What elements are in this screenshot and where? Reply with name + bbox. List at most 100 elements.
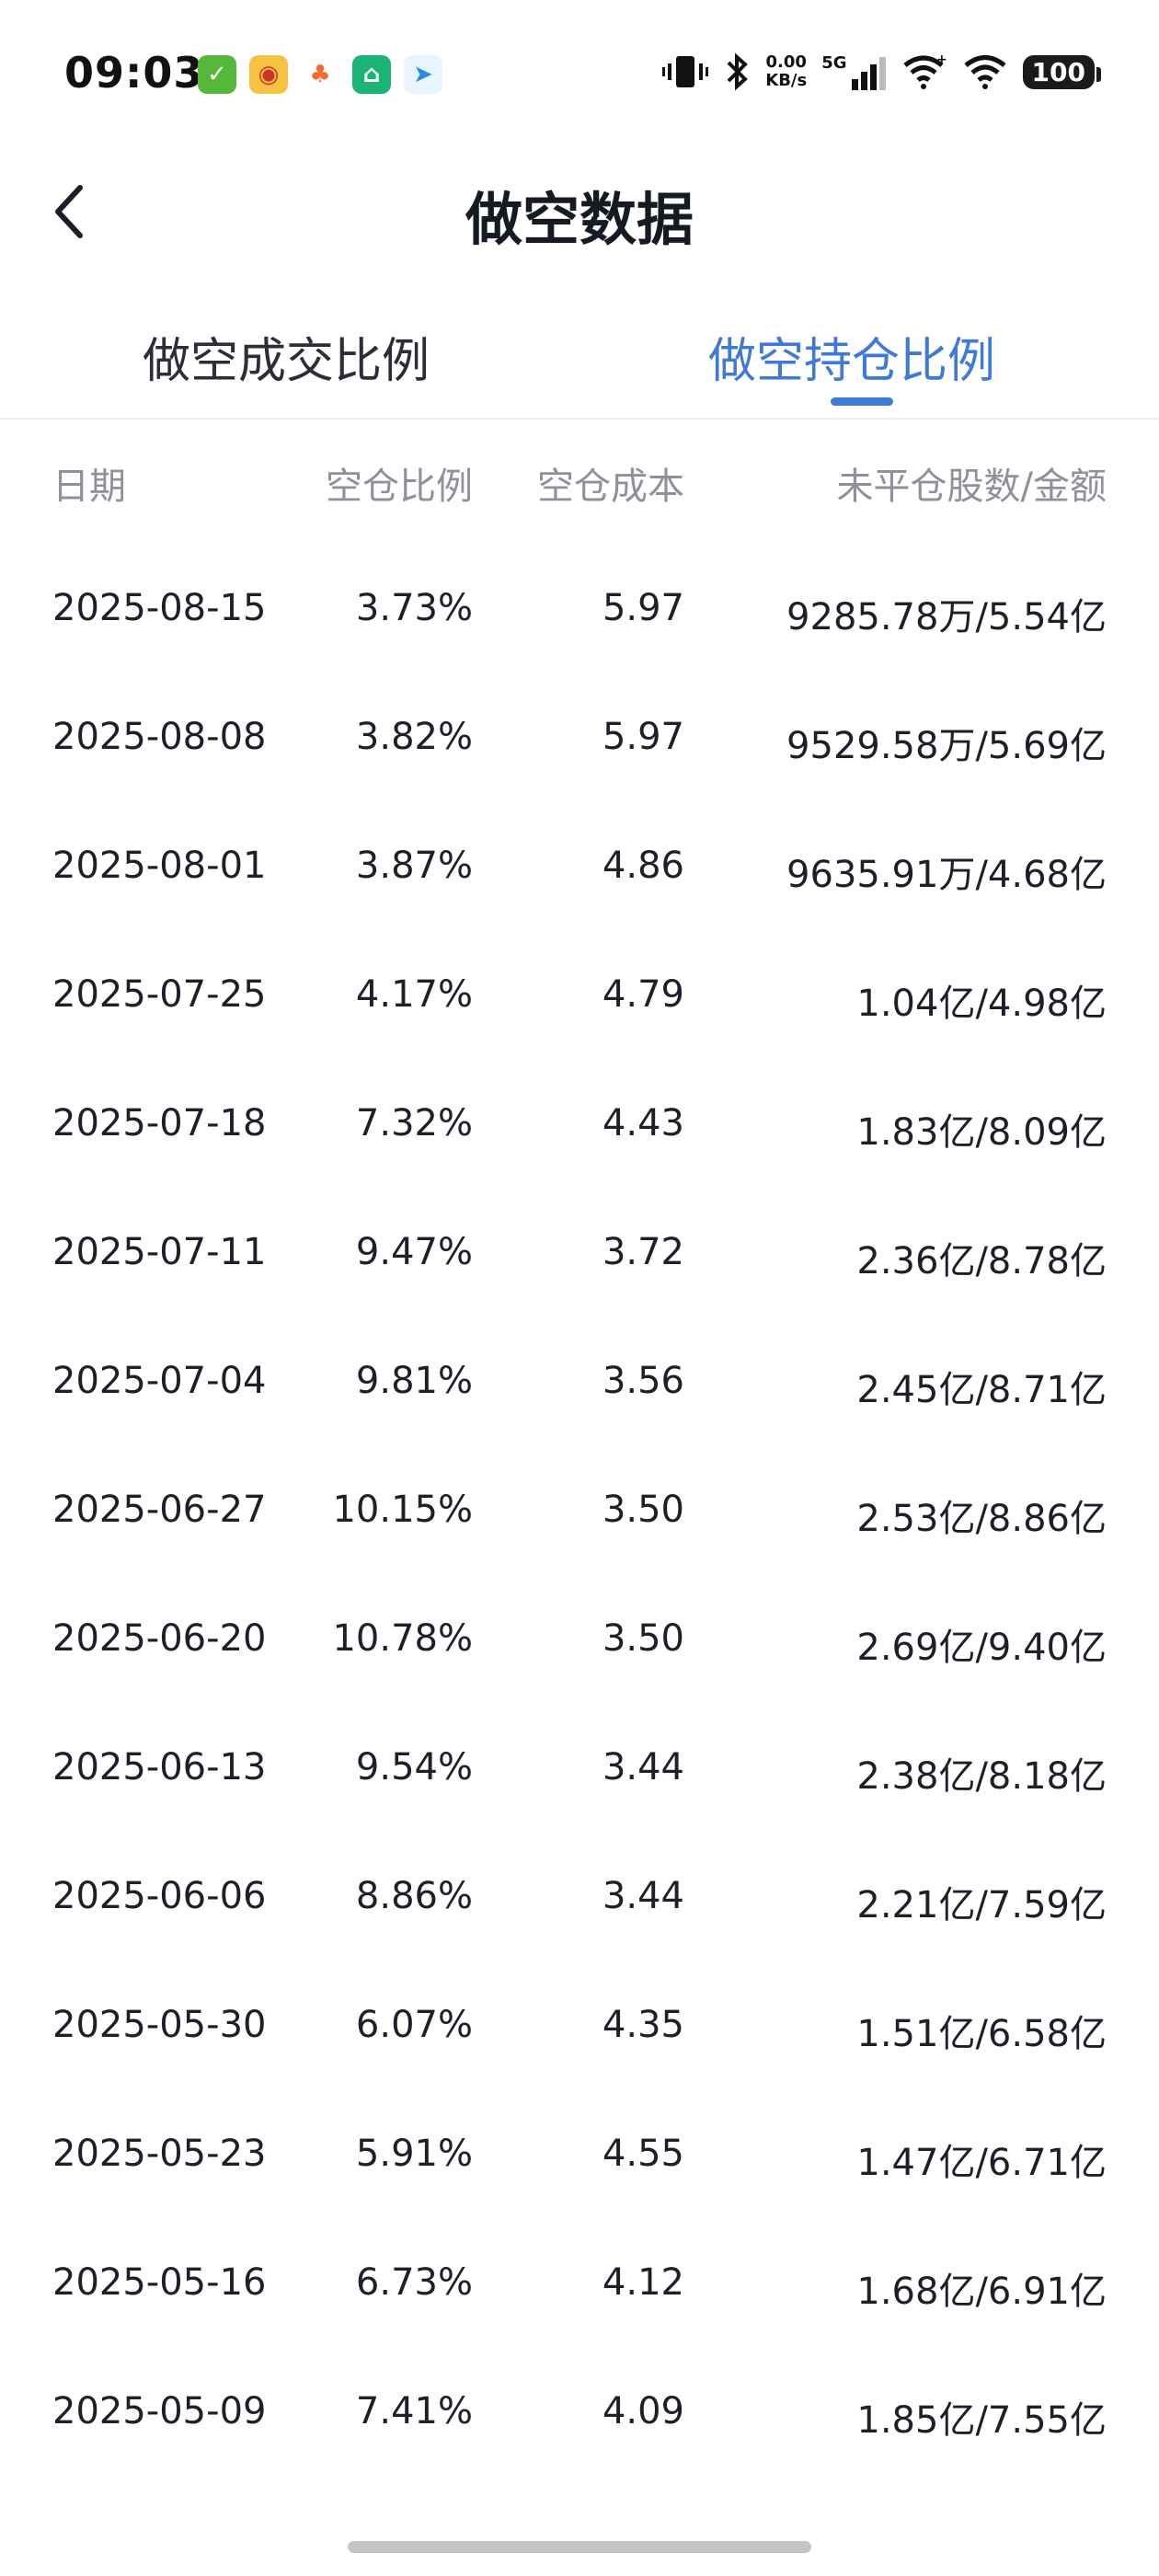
- cell-date: 2025-05-09: [52, 2390, 267, 2432]
- status-indicators: 0.00 KB/s 5G + 100: [662, 52, 1102, 92]
- cell-date: 2025-07-04: [52, 1360, 267, 1402]
- cell-short-ratio: 7.41%: [355, 2390, 473, 2432]
- cell-open-shares: 9285.78万/5.54亿: [786, 596, 1107, 638]
- signal-bars-icon: [851, 57, 886, 90]
- table-row: 2025-08-08 3.82% 5.97 9529.58万/5.69亿: [0, 679, 1159, 808]
- cell-open-shares: 1.51亿/6.58亿: [856, 2013, 1107, 2055]
- table-row: 2025-07-18 7.32% 4.43 1.83亿/8.09亿: [0, 1065, 1159, 1194]
- cell-short-cost: 5.97: [602, 587, 684, 629]
- home-app-icon: ⌂: [352, 55, 391, 94]
- cell-date: 2025-08-15: [52, 587, 267, 629]
- bluetooth-icon: [727, 52, 749, 91]
- table-row: 2025-08-15 3.73% 5.97 9285.78万/5.54亿: [0, 550, 1159, 679]
- cell-date: 2025-05-16: [52, 2261, 267, 2304]
- cell-short-ratio: 3.73%: [355, 587, 473, 629]
- cell-short-cost: 4.55: [602, 2133, 684, 2175]
- cell-short-cost: 3.50: [602, 1617, 684, 1660]
- cell-open-shares: 1.83亿/8.09亿: [856, 1111, 1107, 1154]
- status-bar: 09:03 ✓ ◉ ♣ ⌂ ➤ 0.00 KB/s 5G: [0, 0, 1159, 147]
- cell-short-cost: 4.79: [602, 973, 684, 1016]
- cell-open-shares: 1.68亿/6.91亿: [856, 2271, 1107, 2313]
- cell-open-shares: 1.04亿/4.98亿: [856, 983, 1107, 1025]
- table-row: 2025-07-25 4.17% 4.79 1.04亿/4.98亿: [0, 937, 1159, 1065]
- cell-open-shares: 2.21亿/7.59亿: [856, 1884, 1107, 1926]
- cell-short-cost: 3.50: [602, 1489, 684, 1531]
- table-header: 日期 空仓比例 空仓成本 未平仓股数/金额: [0, 456, 1159, 512]
- table-row: 2025-08-01 3.87% 4.86 9635.91万/4.68亿: [0, 808, 1159, 937]
- back-button[interactable]: [37, 175, 101, 248]
- cellular-signal: 5G: [821, 53, 886, 90]
- cell-short-ratio: 8.86%: [355, 1875, 473, 1917]
- table-row: 2025-07-11 9.47% 3.72 2.36亿/8.78亿: [0, 1194, 1159, 1323]
- table-row: 2025-05-23 5.91% 4.55 1.47亿/6.71亿: [0, 2096, 1159, 2225]
- cell-open-shares: 1.85亿/7.55亿: [856, 2399, 1107, 2442]
- column-header-short-cost: 空仓成本: [537, 466, 684, 508]
- cell-short-ratio: 6.73%: [355, 2261, 473, 2304]
- table-row: 2025-05-30 6.07% 4.35 1.51亿/6.58亿: [0, 1967, 1159, 2096]
- cell-date: 2025-06-06: [52, 1875, 267, 1917]
- wifi-icon: [963, 55, 1006, 89]
- weibo-icon: ◉: [249, 55, 288, 94]
- status-time: 09:03: [64, 48, 204, 98]
- cell-date: 2025-07-25: [52, 973, 267, 1016]
- cell-short-ratio: 6.07%: [355, 2004, 473, 2046]
- send-app-icon: ➤: [404, 55, 442, 94]
- cell-date: 2025-08-08: [52, 716, 267, 758]
- cell-short-ratio: 5.91%: [355, 2133, 473, 2175]
- cell-date: 2025-05-23: [52, 2133, 267, 2175]
- table-row: 2025-07-04 9.81% 3.56 2.45亿/8.71亿: [0, 1323, 1159, 1452]
- cell-open-shares: 2.36亿/8.78亿: [856, 1240, 1107, 1282]
- home-indicator[interactable]: [348, 2541, 811, 2553]
- cell-short-cost: 4.12: [602, 2261, 684, 2304]
- cell-open-shares: 1.47亿/6.71亿: [856, 2142, 1107, 2184]
- table-row: 2025-06-06 8.86% 3.44 2.21亿/7.59亿: [0, 1838, 1159, 1967]
- table-body: 2025-08-15 3.73% 5.97 9285.78万/5.54亿 202…: [0, 550, 1159, 2482]
- cell-open-shares: 2.45亿/8.71亿: [856, 1369, 1107, 1411]
- cell-short-cost: 3.56: [602, 1360, 684, 1402]
- wechat-pay-icon: ✓: [198, 55, 236, 94]
- table-row: 2025-06-20 10.78% 3.50 2.69亿/9.40亿: [0, 1581, 1159, 1709]
- vibrate-icon: [662, 56, 709, 87]
- cell-date: 2025-06-20: [52, 1617, 267, 1660]
- tab-bar: 做空成交比例 做空持仓比例: [0, 304, 1159, 420]
- tab-short-position-ratio[interactable]: 做空持仓比例: [708, 334, 996, 389]
- page-title: 做空数据: [465, 186, 694, 253]
- column-header-short-ratio: 空仓比例: [326, 466, 473, 508]
- taobao-icon: ♣: [301, 55, 339, 94]
- cell-open-shares: 9529.58万/5.69亿: [786, 725, 1107, 767]
- cell-open-shares: 2.69亿/9.40亿: [856, 1627, 1107, 1669]
- table-row: 2025-06-13 9.54% 3.44 2.38亿/8.18亿: [0, 1709, 1159, 1838]
- cell-open-shares: 9635.91万/4.68亿: [786, 854, 1107, 896]
- column-header-open-shares: 未平仓股数/金额: [836, 466, 1107, 508]
- chevron-left-icon: [55, 185, 83, 238]
- cell-short-ratio: 3.82%: [355, 716, 473, 758]
- tab-short-volume-ratio[interactable]: 做空成交比例: [143, 334, 430, 389]
- table-row: 2025-05-09 7.41% 4.09 1.85亿/7.55亿: [0, 2353, 1159, 2482]
- cell-short-cost: 4.43: [602, 1102, 684, 1144]
- cell-date: 2025-06-27: [52, 1489, 267, 1531]
- active-tab-indicator: [831, 397, 893, 406]
- cell-short-cost: 5.97: [602, 716, 684, 758]
- network-speed: 0.00 KB/s: [765, 52, 808, 90]
- battery-indicator: 100: [1022, 54, 1102, 89]
- cell-short-ratio: 4.17%: [355, 973, 473, 1016]
- cell-short-cost: 3.72: [602, 1231, 684, 1273]
- cell-short-ratio: 9.81%: [355, 1360, 473, 1402]
- cell-date: 2025-07-18: [52, 1102, 267, 1144]
- table-row: 2025-06-27 10.15% 3.50 2.53亿/8.86亿: [0, 1452, 1159, 1581]
- notification-icons: ✓ ◉ ♣ ⌂ ➤: [198, 55, 442, 94]
- table-row: 2025-05-16 6.73% 4.12 1.68亿/6.91亿: [0, 2225, 1159, 2353]
- cell-open-shares: 2.53亿/8.86亿: [856, 1498, 1107, 1540]
- cell-short-cost: 3.44: [602, 1875, 684, 1917]
- cell-short-ratio: 3.87%: [355, 845, 473, 887]
- svg-text:+: +: [936, 52, 947, 67]
- cell-short-ratio: 9.47%: [355, 1231, 473, 1273]
- cell-date: 2025-05-30: [52, 2004, 267, 2046]
- cell-short-cost: 3.44: [602, 1746, 684, 1788]
- cell-short-cost: 4.09: [602, 2390, 684, 2432]
- cell-date: 2025-07-11: [52, 1231, 267, 1273]
- cell-short-cost: 4.86: [602, 845, 684, 887]
- cell-short-cost: 4.35: [602, 2004, 684, 2046]
- wifi-plus-icon: +: [902, 52, 947, 89]
- column-header-date: 日期: [52, 466, 126, 508]
